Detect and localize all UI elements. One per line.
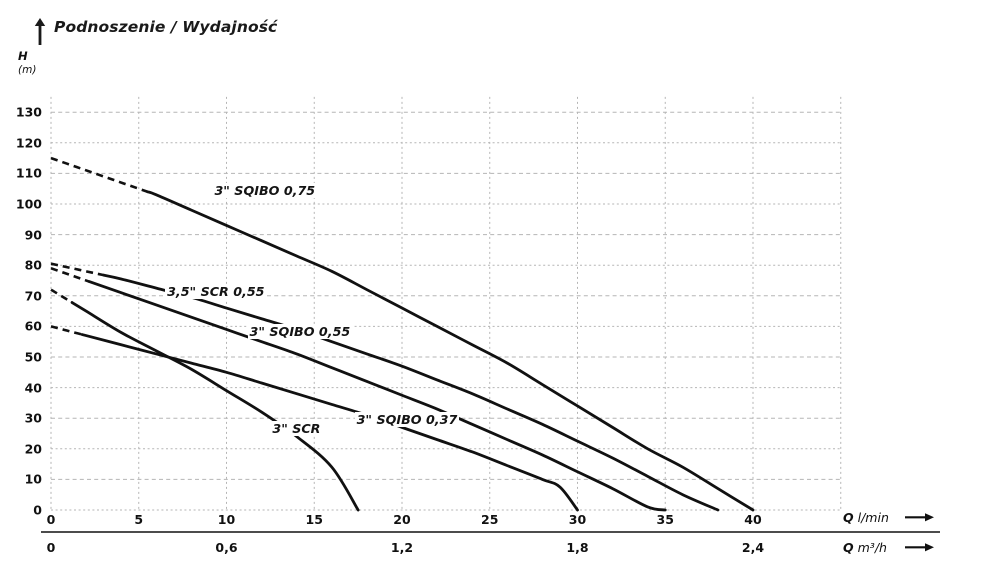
x-axis-secondary-tick-label: 0,6 — [215, 540, 238, 555]
x-axis-secondary-tick-label: 0 — [46, 540, 56, 555]
y-axis-tick-label: 50 — [24, 349, 42, 365]
y-axis-tick-label: 20 — [24, 441, 42, 457]
curve-1 — [102, 273, 720, 512]
y-axis-tick-label: 30 — [24, 410, 42, 426]
x-axis-primary-symbol: Q — [843, 510, 854, 525]
page-title: Podnoszenie / Wydajność — [54, 18, 278, 36]
x-axis-primary-tick-label: 30 — [568, 512, 587, 527]
curve-4 — [70, 301, 360, 512]
x-axis-primary-unit: l/min — [857, 510, 889, 525]
x-axis-secondary-symbol: Q — [843, 540, 854, 555]
curve-label-3: 3" SQIBO 0,37 — [354, 412, 460, 428]
x-axis-primary-tick-label: 15 — [305, 512, 323, 527]
up-arrow-icon — [34, 18, 46, 45]
curve-dashed-segment-3 — [50, 325, 83, 336]
curve-dashed-segment-2 — [50, 267, 91, 283]
x-axis-secondary-caption: Q m³/h — [843, 540, 887, 555]
y-axis-tick-label: 40 — [24, 380, 42, 396]
curve-0 — [146, 190, 755, 512]
right-arrow-icon-secondary — [905, 543, 934, 552]
curve-label-2: 3" SQIBO 0,55 — [247, 323, 353, 339]
x-axis-primary-tick-label: 35 — [656, 512, 674, 527]
x-axis-primary-tick-label: 40 — [744, 512, 762, 527]
x-axis-primary-tick-label: 20 — [393, 512, 411, 527]
curve-3 — [80, 333, 579, 512]
y-axis-tick-label: 100 — [15, 196, 42, 212]
y-axis-tick-label: 0 — [33, 502, 42, 518]
y-axis-tick-label: 70 — [24, 288, 42, 304]
x-axis-primary-caption: Q l/min — [843, 510, 889, 525]
x-axis-primary-tick-label: 0 — [46, 512, 56, 527]
curve-dashed-segment-4 — [50, 288, 73, 304]
x-axis-secondary-tick-label: 2,4 — [741, 540, 765, 555]
x-axis-secondary-unit: m³/h — [857, 540, 887, 555]
y-axis-tick-label: 90 — [24, 227, 42, 243]
grid-layer — [50, 96, 842, 511]
x-axis-secondary-tick-label: 1,2 — [390, 540, 414, 555]
y-axis-tick-label: 60 — [24, 318, 42, 334]
curve-dashed-segment-0 — [50, 156, 148, 193]
x-axis-primary-tick-label: 25 — [481, 512, 499, 527]
y-axis-tick-label: 120 — [15, 135, 42, 151]
curve-label-0: 3" SQIBO 0,75 — [212, 182, 318, 198]
curve-label-4: 3" SCR — [270, 421, 323, 437]
y-axis-tick-label: 110 — [15, 165, 42, 181]
curve-label-1: 3,5" SCR 0,55 — [165, 283, 267, 299]
y-axis-unit-label: H (m) — [18, 49, 37, 77]
x-axis-primary-tick-label: 10 — [217, 512, 236, 527]
right-arrow-icon-primary — [905, 513, 934, 522]
curve-dashed-segment-1 — [50, 262, 104, 277]
y-axis-tick-label: 80 — [24, 257, 42, 273]
y-axis-symbol: H — [18, 49, 28, 63]
y-axis-tick-label: 130 — [15, 104, 42, 120]
x-axis-primary-tick-label: 5 — [134, 512, 144, 527]
x-axis-secondary-tick-label: 1,8 — [566, 540, 589, 555]
y-axis-unit: (m) — [18, 64, 37, 77]
curve-2 — [88, 280, 667, 512]
y-axis-tick-label: 10 — [24, 471, 42, 487]
